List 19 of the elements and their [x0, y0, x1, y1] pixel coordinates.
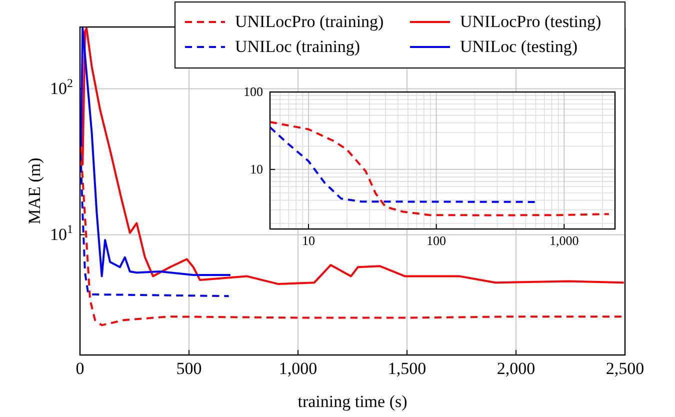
- y-axis-title: MAE (m): [25, 158, 44, 224]
- x-tick-label: 1,000: [278, 359, 318, 378]
- x-tick-label: 100: [426, 233, 446, 248]
- y-tick-label: 10$^{1}$: [50, 222, 74, 244]
- legend-label: UNILocPro (training): [235, 12, 384, 31]
- x-tick-label: 0: [76, 359, 84, 378]
- x-tick-label: 2,500: [606, 359, 644, 378]
- x-tick-label: 1,000: [550, 233, 579, 248]
- line-series: [80, 27, 232, 278]
- legend-label: UNILocPro (testing): [460, 12, 602, 31]
- x-tick-label: 1,500: [388, 359, 426, 378]
- line-series: [80, 152, 230, 298]
- x-tick-label: 10: [302, 233, 315, 248]
- x-axis-title: training time (s): [298, 392, 408, 411]
- legend-label: UNILoc (training): [235, 37, 360, 56]
- x-tick-label: 2,000: [496, 359, 536, 378]
- y-tick-label: 10$^{2}$: [50, 76, 74, 98]
- legend-label: UNILoc (testing): [460, 37, 578, 56]
- x-tick-label: 500: [176, 359, 202, 378]
